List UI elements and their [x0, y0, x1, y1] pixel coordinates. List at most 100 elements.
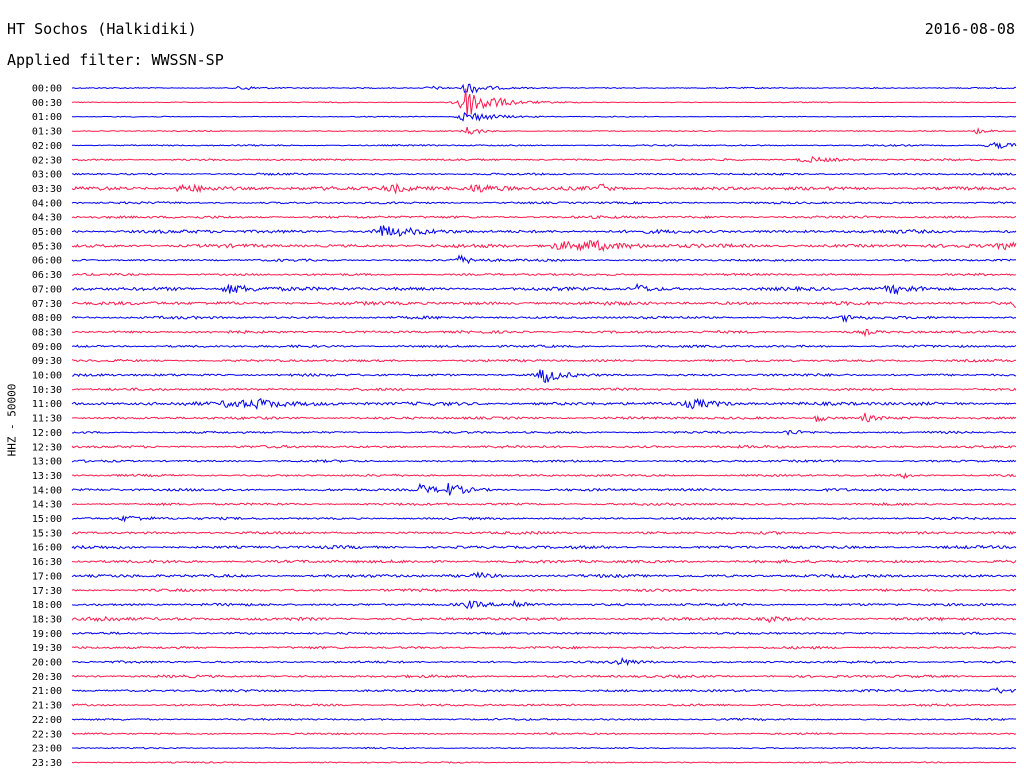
trace-row [71, 599, 1017, 610]
trace-row [71, 717, 1016, 722]
trace-row [71, 358, 1017, 363]
trace-row [71, 544, 1017, 550]
row-time-label: 03:30 [32, 184, 62, 195]
trace-row [71, 615, 1017, 624]
trace-row [71, 172, 1017, 176]
trace-row [72, 88, 1017, 117]
row-time-label: 14:30 [32, 500, 62, 511]
trace-row [71, 200, 1017, 205]
trace-row [71, 328, 1017, 338]
row-time-label: 20:00 [32, 658, 62, 669]
row-time-label: 17:30 [32, 586, 62, 597]
trace-row [71, 645, 1017, 650]
row-time-label: 15:00 [32, 514, 62, 525]
row-time-label: 08:00 [32, 313, 62, 324]
row-time-label: 23:00 [32, 744, 62, 755]
trace-row [72, 111, 1017, 122]
row-time-label: 23:30 [32, 758, 62, 769]
trace-row [71, 412, 1017, 423]
date-label: 2016-08-08 [924, 20, 1015, 38]
row-time-label: 21:30 [32, 701, 62, 712]
trace-row [71, 314, 1017, 324]
row-time-label: 04:30 [32, 213, 62, 224]
row-time-label: 12:00 [32, 428, 62, 439]
trace-row [71, 631, 1016, 636]
trace-row [71, 588, 1017, 593]
row-time-label: 02:00 [32, 141, 62, 152]
trace-row [71, 673, 1017, 679]
row-time-label: 18:00 [32, 600, 62, 611]
trace-row [71, 703, 1017, 707]
row-time-label: 17:00 [32, 571, 62, 582]
row-time-label: 02:30 [32, 155, 62, 166]
trace-row [71, 83, 1016, 94]
trace-row [71, 254, 1017, 265]
trace-row [71, 215, 1017, 220]
row-time-label: 11:00 [32, 399, 62, 410]
row-time-label: 05:30 [32, 241, 62, 252]
trace-row [71, 501, 1017, 507]
row-time-label: 20:30 [32, 672, 62, 683]
row-time-label: 10:00 [32, 371, 62, 382]
row-time-label: 04:00 [32, 198, 62, 209]
row-time-label: 00:30 [32, 98, 62, 109]
trace-row [71, 571, 1017, 579]
row-time-label: 10:30 [32, 385, 62, 396]
trace-row [71, 687, 1016, 694]
trace-row [71, 369, 1017, 384]
row-time-label: 11:30 [32, 414, 62, 425]
trace-row [71, 558, 1017, 564]
trace-row [71, 272, 1017, 277]
row-time-label: 07:00 [32, 284, 62, 295]
trace-row [72, 300, 1017, 308]
row-time-label: 13:00 [32, 457, 62, 468]
trace-row [71, 126, 1017, 135]
trace-row [71, 397, 1017, 410]
row-time-label: 16:00 [32, 543, 62, 554]
row-time-label: 00:00 [32, 84, 62, 95]
row-time-label: 03:00 [32, 170, 62, 181]
row-time-label: 08:30 [32, 327, 62, 338]
trace-row [71, 530, 1017, 536]
trace-row [71, 282, 1017, 296]
row-time-label: 01:30 [32, 127, 62, 138]
row-time-label: 09:00 [32, 342, 62, 353]
row-time-label: 05:00 [32, 227, 62, 238]
row-time-label: 15:30 [32, 528, 62, 539]
row-time-label: 13:30 [32, 471, 62, 482]
trace-row [71, 141, 1017, 150]
trace-row [72, 746, 1017, 750]
trace-row [71, 459, 1017, 464]
station-title: HT Sochos (Halkidiki) [7, 20, 197, 38]
trace-row [71, 472, 1017, 480]
trace-row [71, 344, 1017, 349]
trace-row [71, 182, 1016, 195]
trace-row [71, 656, 1017, 667]
row-time-label: 06:00 [32, 256, 62, 267]
row-time-label: 19:00 [32, 629, 62, 640]
trace-row [71, 482, 1017, 496]
trace-row [71, 514, 1017, 523]
row-time-label: 21:00 [32, 686, 62, 697]
row-time-label: 22:00 [32, 715, 62, 726]
filter-label: Applied filter: WWSSN-SP [7, 51, 224, 69]
row-time-label: 16:30 [32, 557, 62, 568]
trace-row [71, 429, 1017, 436]
trace-row [71, 732, 1017, 736]
trace-row [71, 444, 1017, 449]
row-time-label: 12:30 [32, 442, 62, 453]
row-time-label: 19:30 [32, 643, 62, 654]
trace-row [71, 761, 1016, 764]
row-time-label: 09:30 [32, 356, 62, 367]
trace-row [71, 156, 1017, 163]
trace-row [72, 387, 1017, 392]
row-time-label: 06:30 [32, 270, 62, 281]
trace-row [71, 225, 1017, 237]
row-time-label: 07:30 [32, 299, 62, 310]
row-time-label: 14:00 [32, 485, 62, 496]
row-time-label: 22:30 [32, 729, 62, 740]
row-time-label: 01:00 [32, 112, 62, 123]
row-time-label: 18:30 [32, 614, 62, 625]
trace-row [71, 239, 1017, 253]
